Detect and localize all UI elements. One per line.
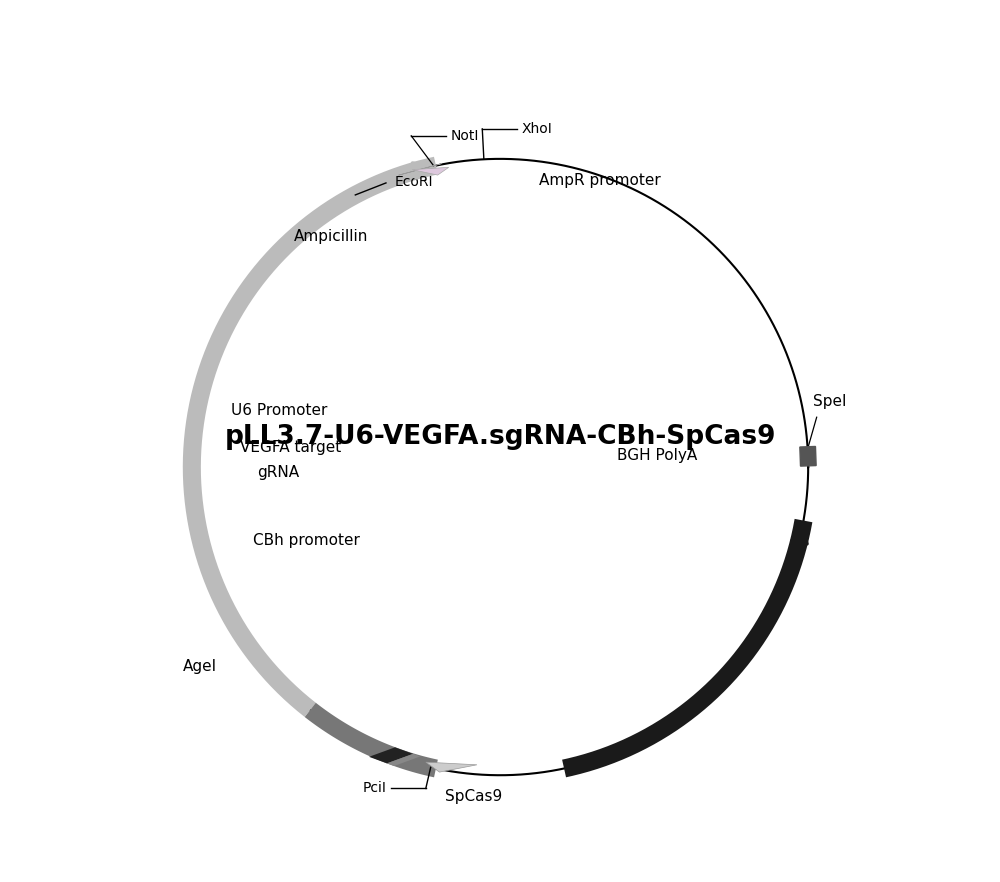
Text: AgeI: AgeI — [183, 659, 217, 674]
Polygon shape — [369, 747, 413, 763]
Text: EcoRI: EcoRI — [395, 175, 433, 189]
Polygon shape — [412, 168, 449, 176]
Text: pLL3.7-U6-VEGFA.sgRNA-CBh-SpCas9: pLL3.7-U6-VEGFA.sgRNA-CBh-SpCas9 — [224, 423, 776, 450]
Polygon shape — [800, 446, 816, 466]
Polygon shape — [426, 762, 477, 772]
Text: gRNA: gRNA — [257, 465, 299, 480]
Text: BGH PolyA: BGH PolyA — [617, 448, 697, 463]
Polygon shape — [387, 754, 420, 766]
Text: SpCas9: SpCas9 — [445, 789, 503, 804]
Text: PciI: PciI — [363, 781, 387, 796]
Text: XhoI: XhoI — [521, 122, 552, 136]
Text: CBh promoter: CBh promoter — [253, 534, 359, 549]
Text: AmpR promoter: AmpR promoter — [539, 173, 661, 188]
Text: NotI: NotI — [450, 129, 479, 143]
Polygon shape — [398, 163, 442, 176]
Text: VEGFA target: VEGFA target — [240, 439, 341, 454]
Text: U6 Promoter: U6 Promoter — [231, 403, 327, 418]
Text: SpeI: SpeI — [813, 393, 846, 408]
Text: Ampicillin: Ampicillin — [294, 229, 368, 244]
